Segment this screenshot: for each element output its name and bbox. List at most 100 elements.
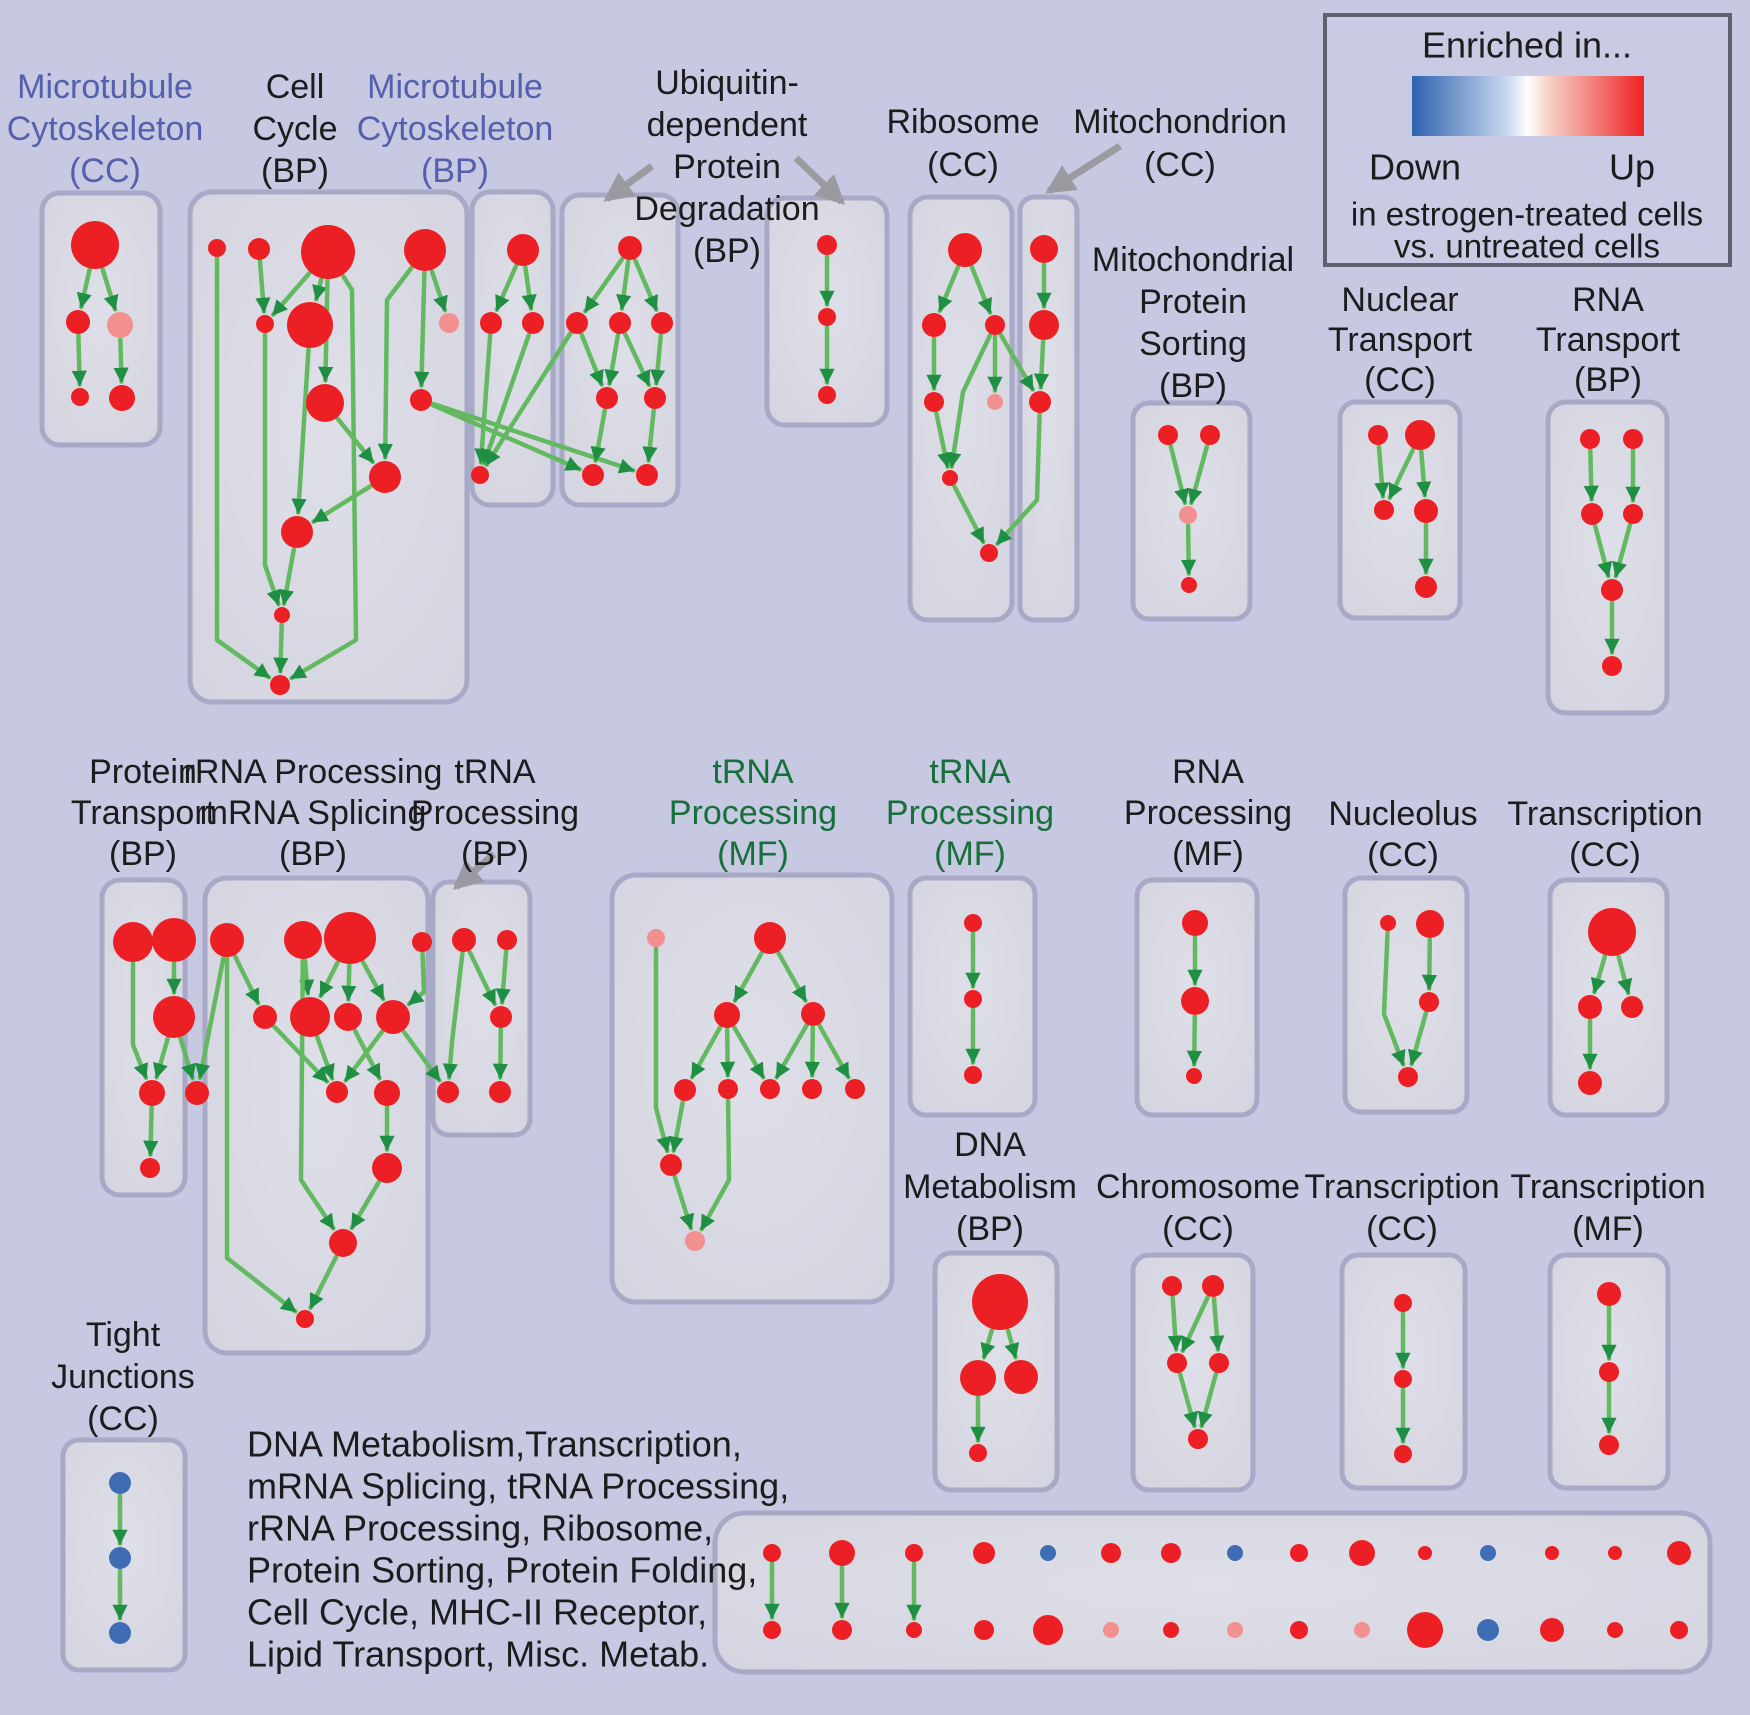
edge-arrow-t-u2: [616, 259, 632, 311]
edge-arrow-tm3-tm7: [732, 1025, 766, 1080]
graph-node-red-r5: [253, 1005, 277, 1029]
cluster-label-mitochondrion: Mitochondrion (CC): [1073, 103, 1287, 184]
graph-node-red-nt4: [1414, 499, 1438, 523]
graph-node-red-ts2: [964, 990, 982, 1008]
graph-node-red-mb3: [522, 312, 544, 334]
graph-node-red-q7b: [1163, 1622, 1179, 1638]
edge-arrow-nt2-nt4: [1416, 449, 1432, 498]
graph-node-red-rb6: [942, 470, 958, 486]
graph-node-red-r3: [324, 912, 376, 964]
edge-arrow-r3-r8: [360, 959, 386, 1002]
edge-arrow-mb2-mb4: [474, 333, 493, 465]
graph-node-red-rt5: [1601, 579, 1623, 601]
graph-node-red-tc1: [1588, 908, 1636, 956]
edge-arrow-rt4-rt5: [1612, 522, 1633, 579]
graph-node-red-tm5: [674, 1079, 696, 1101]
cluster-box-dna-metabolism: [932, 1250, 1060, 1493]
graph-node-pink-rb5: [987, 394, 1003, 410]
graph-node-blue-tj3: [109, 1622, 131, 1644]
edge-arrow-k-l: [278, 546, 297, 606]
graph-node-red-ch1: [1162, 1276, 1182, 1296]
graph-node-red-rb7: [980, 544, 998, 562]
edge-arrow-rb3-mt3: [998, 332, 1035, 392]
edge-arrow-u1-mb4: [484, 331, 573, 467]
edge-arrow-r2-r6: [299, 958, 315, 996]
graph-node-red-t2a: [1394, 1294, 1412, 1312]
legend-subtitle-2: vs. untreated cells: [1394, 228, 1660, 265]
graph-node-red-pt4: [139, 1080, 165, 1106]
edge-arrow-tb3-tb5: [492, 1027, 509, 1080]
edge-arrow-b-e: [255, 259, 271, 314]
cluster-box-microtubule-bp: [469, 189, 556, 508]
cluster-label-ribosome: Ribosome (CC): [886, 103, 1039, 184]
edge-arrow-rt3-rt5: [1592, 523, 1613, 579]
graph-node-red-tm10: [660, 1154, 682, 1176]
graph-node-red-t3a: [1597, 1282, 1621, 1306]
edge-arrow-pt1-pt4: [130, 961, 149, 1080]
graph-node-red-tm7: [760, 1079, 780, 1099]
pointer-arrow-trna-bp-to-box: [452, 851, 497, 890]
graph-node-pink-tm11: [685, 1231, 705, 1251]
graph-node-red-q4b: [974, 1620, 994, 1640]
misc-category-list: DNA Metabolism,Transcription, mRNA Splici…: [247, 1424, 789, 1675]
cluster-box-nucleolus: [1342, 875, 1470, 1115]
edge-arrow-mc3-mc5: [113, 337, 129, 384]
pointer-arrow-mitochondrion-to-box: [1045, 143, 1122, 194]
graph-node-red-rp1: [1182, 910, 1208, 936]
edge-arrow-r1-r13: [224, 956, 298, 1314]
graph-node-red-r11: [372, 1153, 402, 1183]
graph-node-red-p2: [636, 464, 658, 486]
edge-arrow-ch1-ch3: [1167, 1295, 1183, 1352]
graph-node-red-q14t: [1608, 1546, 1622, 1560]
graph-node-red-rp2: [1181, 987, 1209, 1015]
graph-node-red-n2: [644, 387, 666, 409]
graph-node-red-ms4: [1181, 577, 1197, 593]
edge-arrow-n1-p1: [590, 408, 608, 463]
edge-arrow-r6-r9: [315, 1034, 335, 1081]
cluster-box-rna-transport: [1545, 399, 1670, 716]
graph-node-red-nt2: [1405, 420, 1435, 450]
graph-node-pink-ms3: [1179, 506, 1197, 524]
graph-node-red-u2: [609, 312, 631, 334]
graph-node-red-q4t: [973, 1542, 995, 1564]
cluster-label-transcription-mf: Transcription (MF): [1510, 1168, 1705, 1248]
cluster-label-rna-processing-mf: RNA Processing (MF): [1124, 753, 1292, 873]
edge-arrow-r11-r12: [349, 1179, 381, 1231]
graph-node-red-t3c: [1599, 1435, 1619, 1455]
edge-arrow-tm4-tm7: [774, 1023, 809, 1080]
graph-node-pink-g: [439, 313, 459, 333]
graph-node-blue-q12b: [1477, 1619, 1499, 1641]
edge-arrow-ch2-ch4: [1209, 1296, 1225, 1352]
graph-node-red-mb4: [471, 466, 489, 484]
edge-arrow-rb3-rb6: [946, 333, 993, 469]
graph-node-red-r7: [334, 1003, 362, 1031]
graph-node-red-q5b: [1033, 1615, 1063, 1645]
graph-node-red-rp3: [1186, 1068, 1202, 1084]
graph-node-red-ch2: [1202, 1275, 1224, 1297]
legend-box: [1323, 13, 1732, 267]
edge-arrow-ch4-ch5: [1197, 1371, 1219, 1429]
edge-arrow-r3-r6: [318, 960, 340, 999]
graph-node-red-tb3: [490, 1006, 512, 1028]
graph-node-red-ms2: [1200, 425, 1220, 445]
cluster-label-rrna-processing: rRNA Processing mRNA Splicing (BP): [184, 753, 443, 873]
edge-arrow-rt1-rt3: [1583, 448, 1599, 502]
edge-arrow-r8-tb4: [401, 1029, 442, 1083]
edge-arrow-tm6-tm11: [699, 1098, 732, 1232]
graph-node-blue-q5t: [1040, 1545, 1056, 1561]
edge-arrow-d-g: [429, 269, 448, 313]
edge-arrow-c-f: [312, 277, 328, 302]
graph-node-red-tb4: [437, 1081, 459, 1103]
graph-node-red-ch3: [1167, 1353, 1187, 1373]
edge-arrow-tc1-tc3: [1616, 954, 1633, 996]
graph-node-red-e: [256, 315, 274, 333]
graph-node-red-tc2: [1578, 995, 1602, 1019]
graph-node-red-rt4: [1623, 504, 1643, 524]
legend-title: Enriched in...: [1422, 25, 1632, 66]
graph-node-pink-q8b: [1227, 1622, 1243, 1638]
edge-arrow-ch2-ch3: [1180, 1295, 1210, 1354]
edge-arrow-ms2-ms3: [1187, 443, 1210, 506]
graph-node-red-nu2: [1416, 910, 1444, 938]
